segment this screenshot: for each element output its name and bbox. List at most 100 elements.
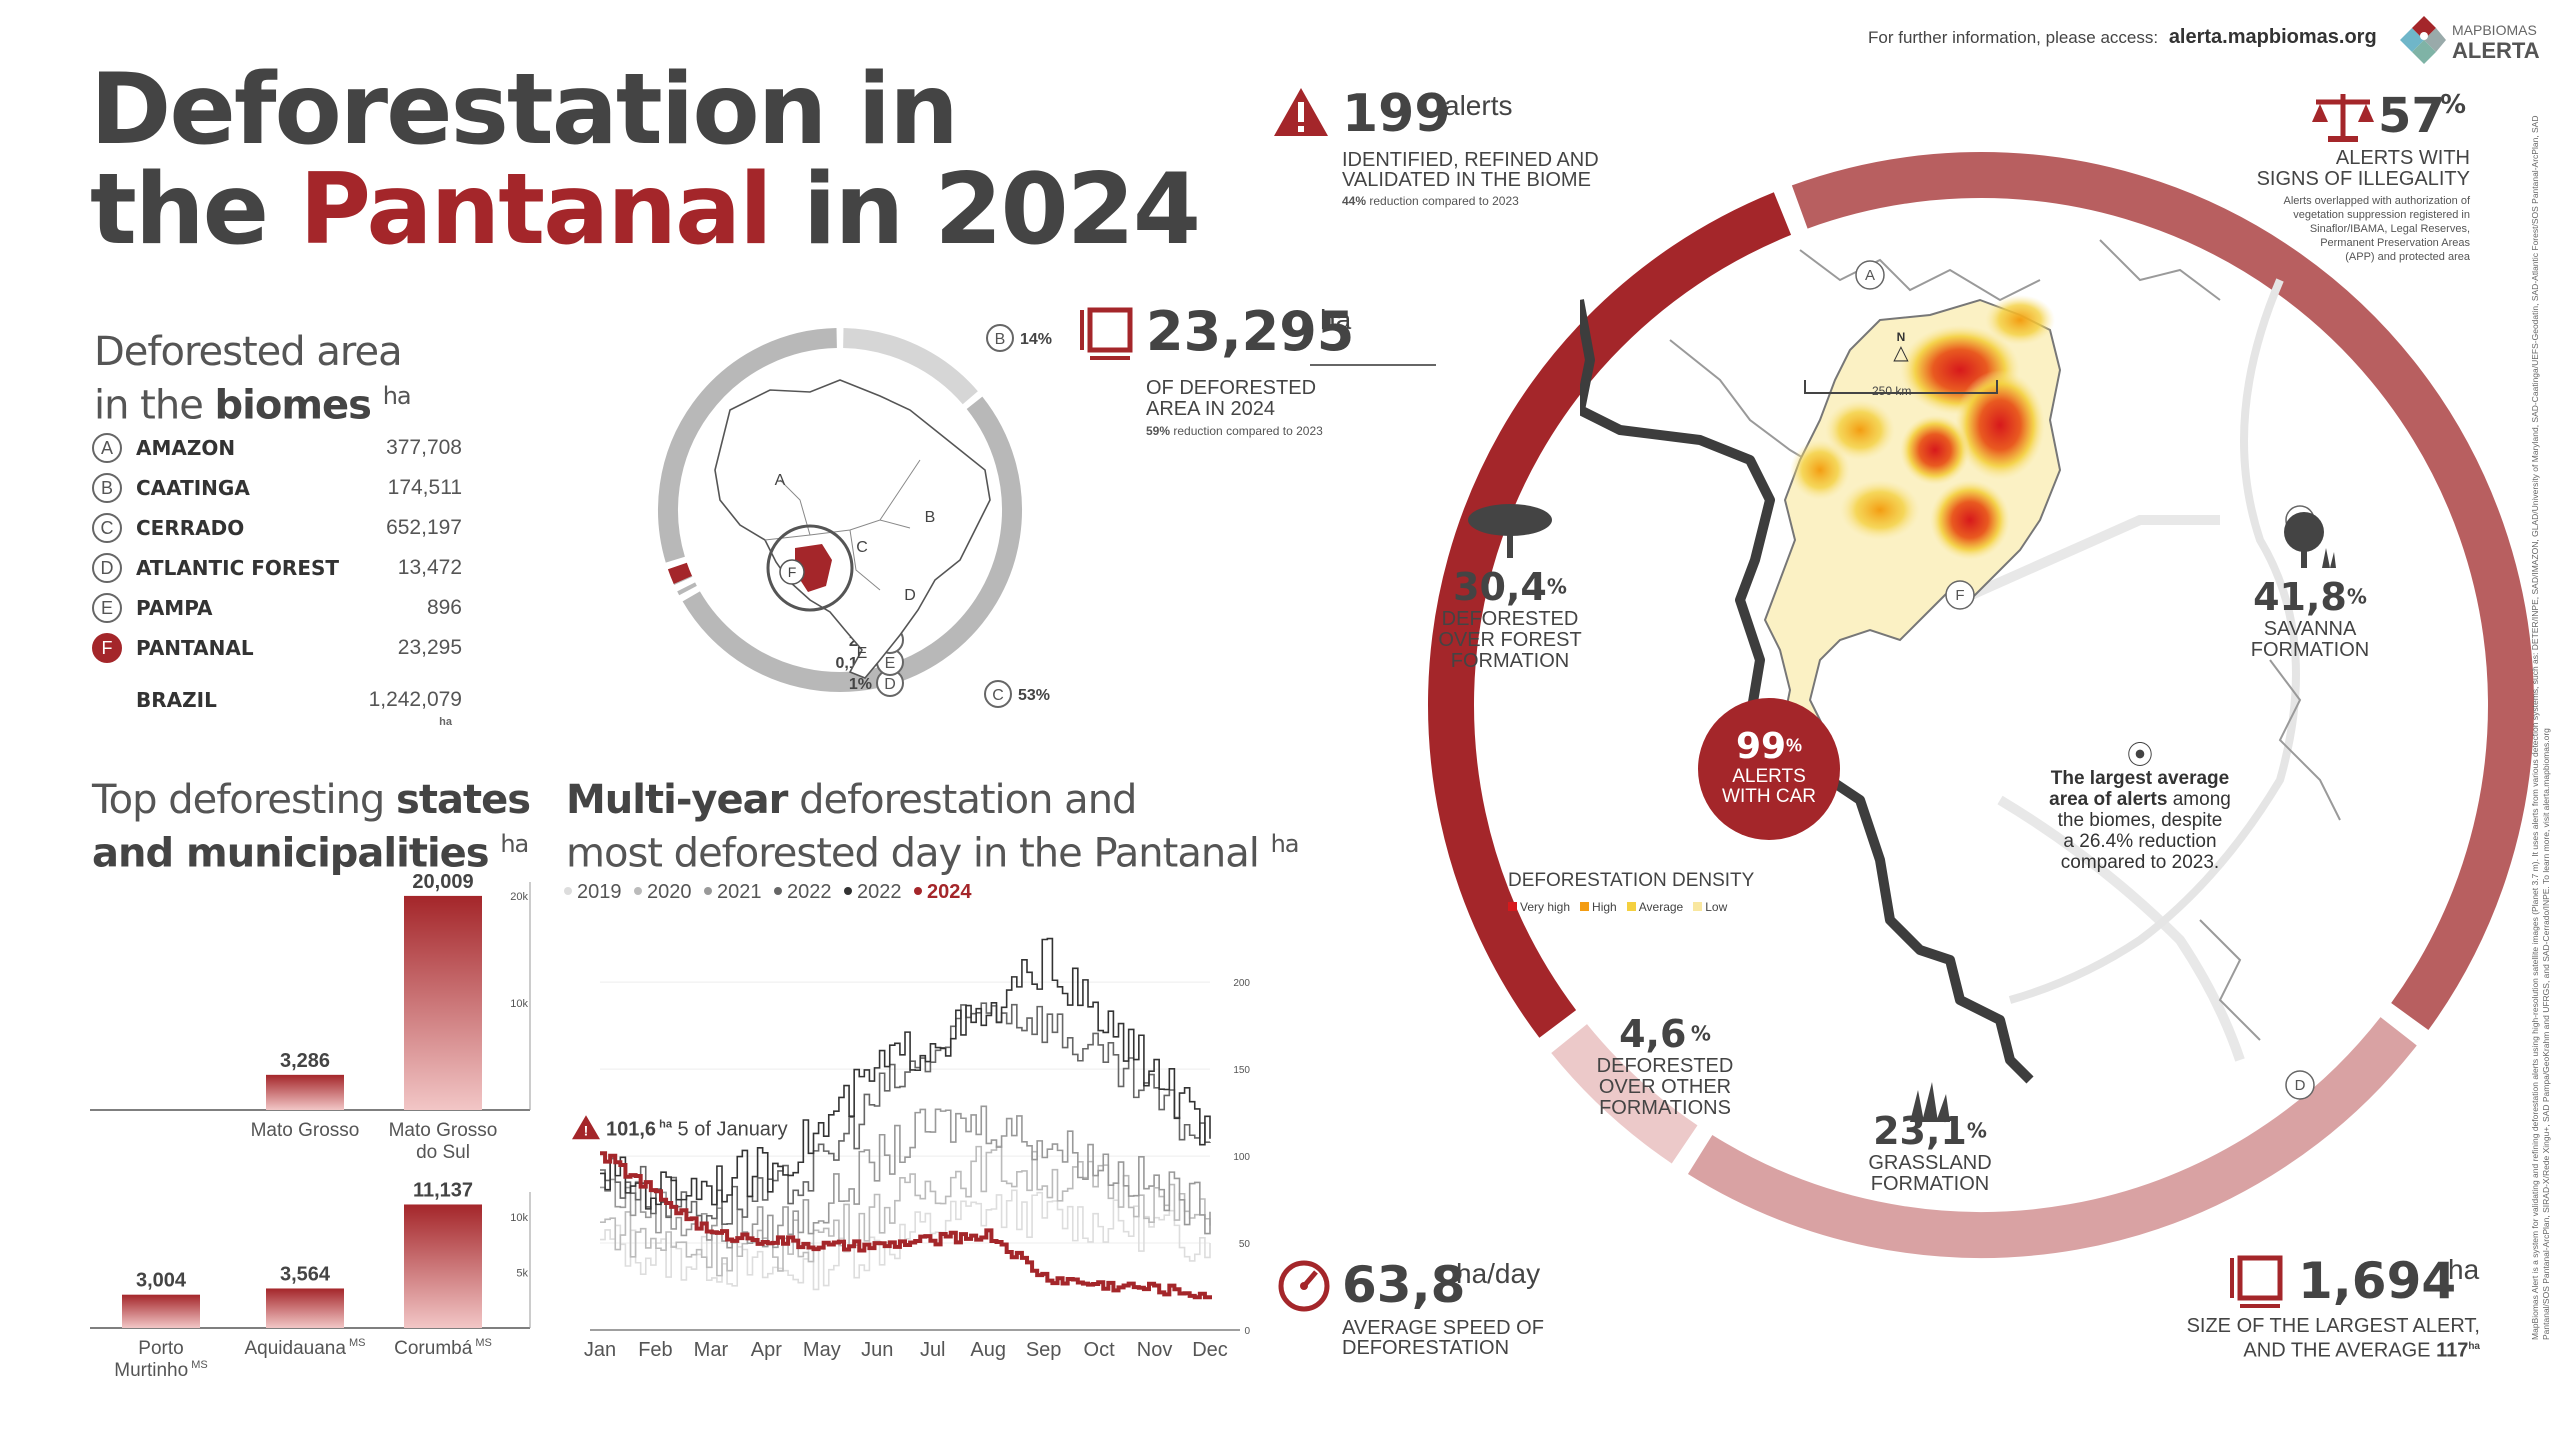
biome-value: 652,197 [386, 516, 462, 539]
car-stat: 99% ALERTS WITH CAR [1698, 698, 1840, 840]
biome-name: PAMPA [136, 596, 213, 620]
states-heading: Top deforesting states and municipalitie… [92, 777, 531, 877]
svg-text:D: D [884, 676, 896, 693]
svg-text:2021: 2021 [717, 881, 762, 903]
line-xtick: Dec [1192, 1339, 1228, 1361]
alerts-note: 44% reduction compared to 2023 [1342, 194, 1519, 208]
scale-justice-icon [2312, 94, 2374, 142]
map-region-label: F [1955, 587, 1964, 604]
map-region-F [1945, 580, 1975, 610]
density-legend: DEFORESTATION DENSITY Very high High Avera… [1508, 870, 1754, 914]
largest-unit: ha [2448, 1254, 2480, 1285]
svg-text:14%: 14% [1020, 331, 1052, 348]
biome-name: ATLANTIC FOREST [136, 556, 340, 580]
density-legend-item: High [1580, 900, 1617, 914]
speedometer-icon [1278, 1260, 1330, 1312]
illegality-notes: Alerts overlapped with authorization of v… [2200, 194, 2471, 264]
info-link[interactable]: alerta.mapbiomas.org [2168, 26, 2377, 48]
area-label-1: OF DEFORESTED [1146, 377, 1317, 399]
map-label-E: E [857, 645, 868, 662]
bar-category-label: Aquidauana MS [245, 1337, 366, 1359]
biome-letter: E [92, 593, 122, 623]
bar-category-label: Mato Grosso [389, 1120, 498, 1141]
line-ytick: 100 [1233, 1152, 1250, 1163]
brazil-biome-borders [764, 459, 921, 591]
biome-name: CAATINGA [136, 476, 250, 500]
illegality-note-line: Permanent Preservation Areas [2320, 237, 2470, 249]
line-xtick: Jul [920, 1339, 946, 1361]
savanna-stat: 41,8% SAVANNA FORMATION [2230, 510, 2390, 661]
illegality-note-line: Sinaflor/IBAMA, Legal Reserves, [2309, 223, 2470, 235]
line-xtick: Nov [1137, 1339, 1173, 1361]
biome-total-row: BRAZIL 1,242,079 ha [92, 682, 462, 728]
biome-letter: A [92, 433, 122, 463]
line-xtick: Jan [584, 1339, 616, 1361]
svg-text:1%: 1% [849, 676, 872, 693]
multiyear-line-chart: 2019 2020 2021 2022 2022 2024 0 50 100 150 200 Jan F… [564, 881, 1250, 1361]
biome-value: 896 [426, 596, 462, 619]
biome-row-pampa: E PAMPA 896 [92, 590, 462, 628]
illegality-value: 57 [2378, 88, 2445, 144]
line-xtick: Oct [1084, 1339, 1116, 1361]
bar-aquidauana [266, 1288, 344, 1328]
biome-value: 13,472 [397, 556, 462, 579]
donut-label-C: C 53% [984, 680, 1050, 708]
tree-icon [1468, 504, 1552, 558]
forest-stat: 30,4% DEFORESTED OVER FOREST FORMATION [1430, 500, 1590, 672]
other-stat: 4,6 % DEFORESTED OVER OTHER FORMATIONS [1596, 1012, 1734, 1119]
alerts-label-1: IDENTIFIED, REFINED AND [1342, 149, 1599, 171]
mapbiomas-logo[interactable]: MAPBIOMAS ALERTA [2388, 12, 2548, 68]
area-note: 59% reduction compared to 2023 [1146, 424, 1323, 438]
line-series-2019 [600, 1189, 1211, 1291]
speed-value: 63,8 [1342, 1256, 1466, 1314]
legend-item-2022: 2022 [774, 881, 832, 903]
bar-category-label: Mato Grosso [251, 1120, 360, 1141]
info-prefix: For further information, please access: [1868, 28, 2159, 47]
illegality-note-line: (APP) and protected area [2345, 251, 2470, 263]
logo-top: MAPBIOMAS [2452, 22, 2537, 38]
bar-category-label: Porto [138, 1338, 183, 1359]
car-value: 99 [1735, 726, 1787, 767]
bar-value-label: 3,564 [280, 1263, 331, 1285]
line-series-2020 [600, 1145, 1211, 1277]
pantanal-focus-circle [766, 524, 854, 612]
page-title: Deforestation in the Pantanal in 2024 [90, 60, 1201, 267]
side-note: MapBiomas Alert is a system for validati… [2530, 115, 2551, 1341]
alerts-value: 199 [1342, 84, 1451, 144]
ring-segment-other [1551, 1023, 1698, 1164]
map-region-label: A [1865, 267, 1875, 284]
map-label-F [779, 559, 805, 585]
line-xtick: Feb [638, 1339, 672, 1361]
total-name: BRAZIL [136, 688, 217, 712]
density-legend-item: Average [1626, 900, 1683, 914]
state-border [1957, 515, 2245, 1062]
biome-row-cerrado: C CERRADO 652,197 [92, 510, 462, 548]
bar-corumbá [404, 1204, 482, 1328]
map-label-A: A [775, 472, 786, 489]
biome-letter: F [92, 633, 122, 663]
savanna-tree-icon [2284, 512, 2336, 568]
biome-value: 174,511 [387, 476, 462, 499]
total-value: 1,242,079 [368, 688, 462, 711]
bar-mato-grosso [266, 1074, 344, 1110]
line-series-2022 [600, 937, 1211, 1210]
donut-slice-B [842, 328, 978, 405]
bar-category-label: do Sul [416, 1142, 470, 1163]
biome-row-pantanal: F PANTANAL 23,295 [92, 630, 462, 668]
area-frame-icon [1080, 307, 1133, 360]
illegality-label-2: SIGNS OF ILLEGALITY [2256, 168, 2470, 190]
map-region-label: D [2295, 1077, 2306, 1094]
bar-category-label: Murtinho MS [114, 1359, 207, 1381]
biome-row-caatinga: B CAATINGA 174,511 [92, 470, 462, 508]
legend-item-2019: 2019 [564, 881, 622, 903]
biome-name: PANTANAL [136, 636, 254, 660]
svg-text:2024: 2024 [927, 881, 972, 903]
svg-text:2019: 2019 [577, 881, 622, 903]
title-line-2: the Pantanal in 2024 [90, 153, 1201, 267]
bar-value-label: 20,009 [412, 871, 473, 893]
svg-text:2022: 2022 [857, 881, 902, 903]
bar-ytick: 20k [510, 891, 528, 903]
donut-label-B: B 14% [986, 324, 1052, 352]
